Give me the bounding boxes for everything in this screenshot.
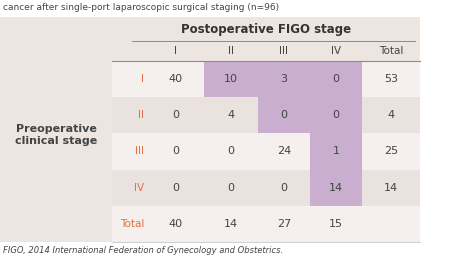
Bar — [310, 133, 362, 170]
Bar — [112, 17, 420, 41]
Text: III: III — [280, 46, 289, 56]
Text: IV: IV — [134, 183, 144, 193]
Text: 1: 1 — [332, 147, 339, 156]
Text: 4: 4 — [228, 110, 235, 120]
Text: 0: 0 — [332, 74, 339, 84]
Text: 10: 10 — [224, 74, 238, 84]
Text: 40: 40 — [169, 74, 183, 84]
Text: 14: 14 — [384, 183, 398, 193]
Text: 14: 14 — [329, 183, 343, 193]
Text: cancer after single-port laparoscopic surgical staging (n=96): cancer after single-port laparoscopic su… — [3, 3, 279, 12]
Text: I: I — [141, 74, 144, 84]
Text: III: III — [135, 147, 144, 156]
Bar — [112, 97, 420, 133]
Text: Total: Total — [379, 46, 403, 56]
Text: 0: 0 — [228, 183, 235, 193]
Text: 3: 3 — [281, 74, 288, 84]
Bar — [310, 61, 362, 97]
Text: I: I — [174, 46, 177, 56]
Text: 0: 0 — [173, 183, 180, 193]
Bar — [258, 61, 310, 97]
Bar — [310, 97, 362, 133]
Text: Postoperative FIGO stage: Postoperative FIGO stage — [181, 23, 351, 35]
Text: 0: 0 — [281, 110, 288, 120]
Text: 27: 27 — [277, 219, 291, 229]
Text: 15: 15 — [329, 219, 343, 229]
Bar — [258, 97, 310, 133]
Bar — [112, 41, 420, 61]
Text: 4: 4 — [387, 110, 394, 120]
Bar — [0, 17, 112, 242]
Text: 0: 0 — [332, 110, 339, 120]
Bar — [112, 170, 420, 206]
Text: 53: 53 — [384, 74, 398, 84]
Text: 0: 0 — [228, 147, 235, 156]
Text: 24: 24 — [277, 147, 291, 156]
Text: 14: 14 — [224, 219, 238, 229]
Text: 25: 25 — [384, 147, 398, 156]
Text: IV: IV — [331, 46, 341, 56]
Text: Preoperative: Preoperative — [16, 124, 96, 134]
Text: II: II — [228, 46, 234, 56]
Bar — [112, 133, 420, 170]
Text: 0: 0 — [173, 110, 180, 120]
Bar — [204, 61, 258, 97]
Text: FIGO, 2014 International Federation of Gynecology and Obstetrics.: FIGO, 2014 International Federation of G… — [3, 246, 283, 255]
Bar — [310, 170, 362, 206]
Text: Total: Total — [119, 219, 144, 229]
Text: 0: 0 — [281, 183, 288, 193]
Bar — [112, 61, 420, 97]
Text: 0: 0 — [173, 147, 180, 156]
Text: 40: 40 — [169, 219, 183, 229]
Bar — [112, 206, 420, 242]
Text: II: II — [138, 110, 144, 120]
Text: clinical stage: clinical stage — [15, 136, 97, 146]
